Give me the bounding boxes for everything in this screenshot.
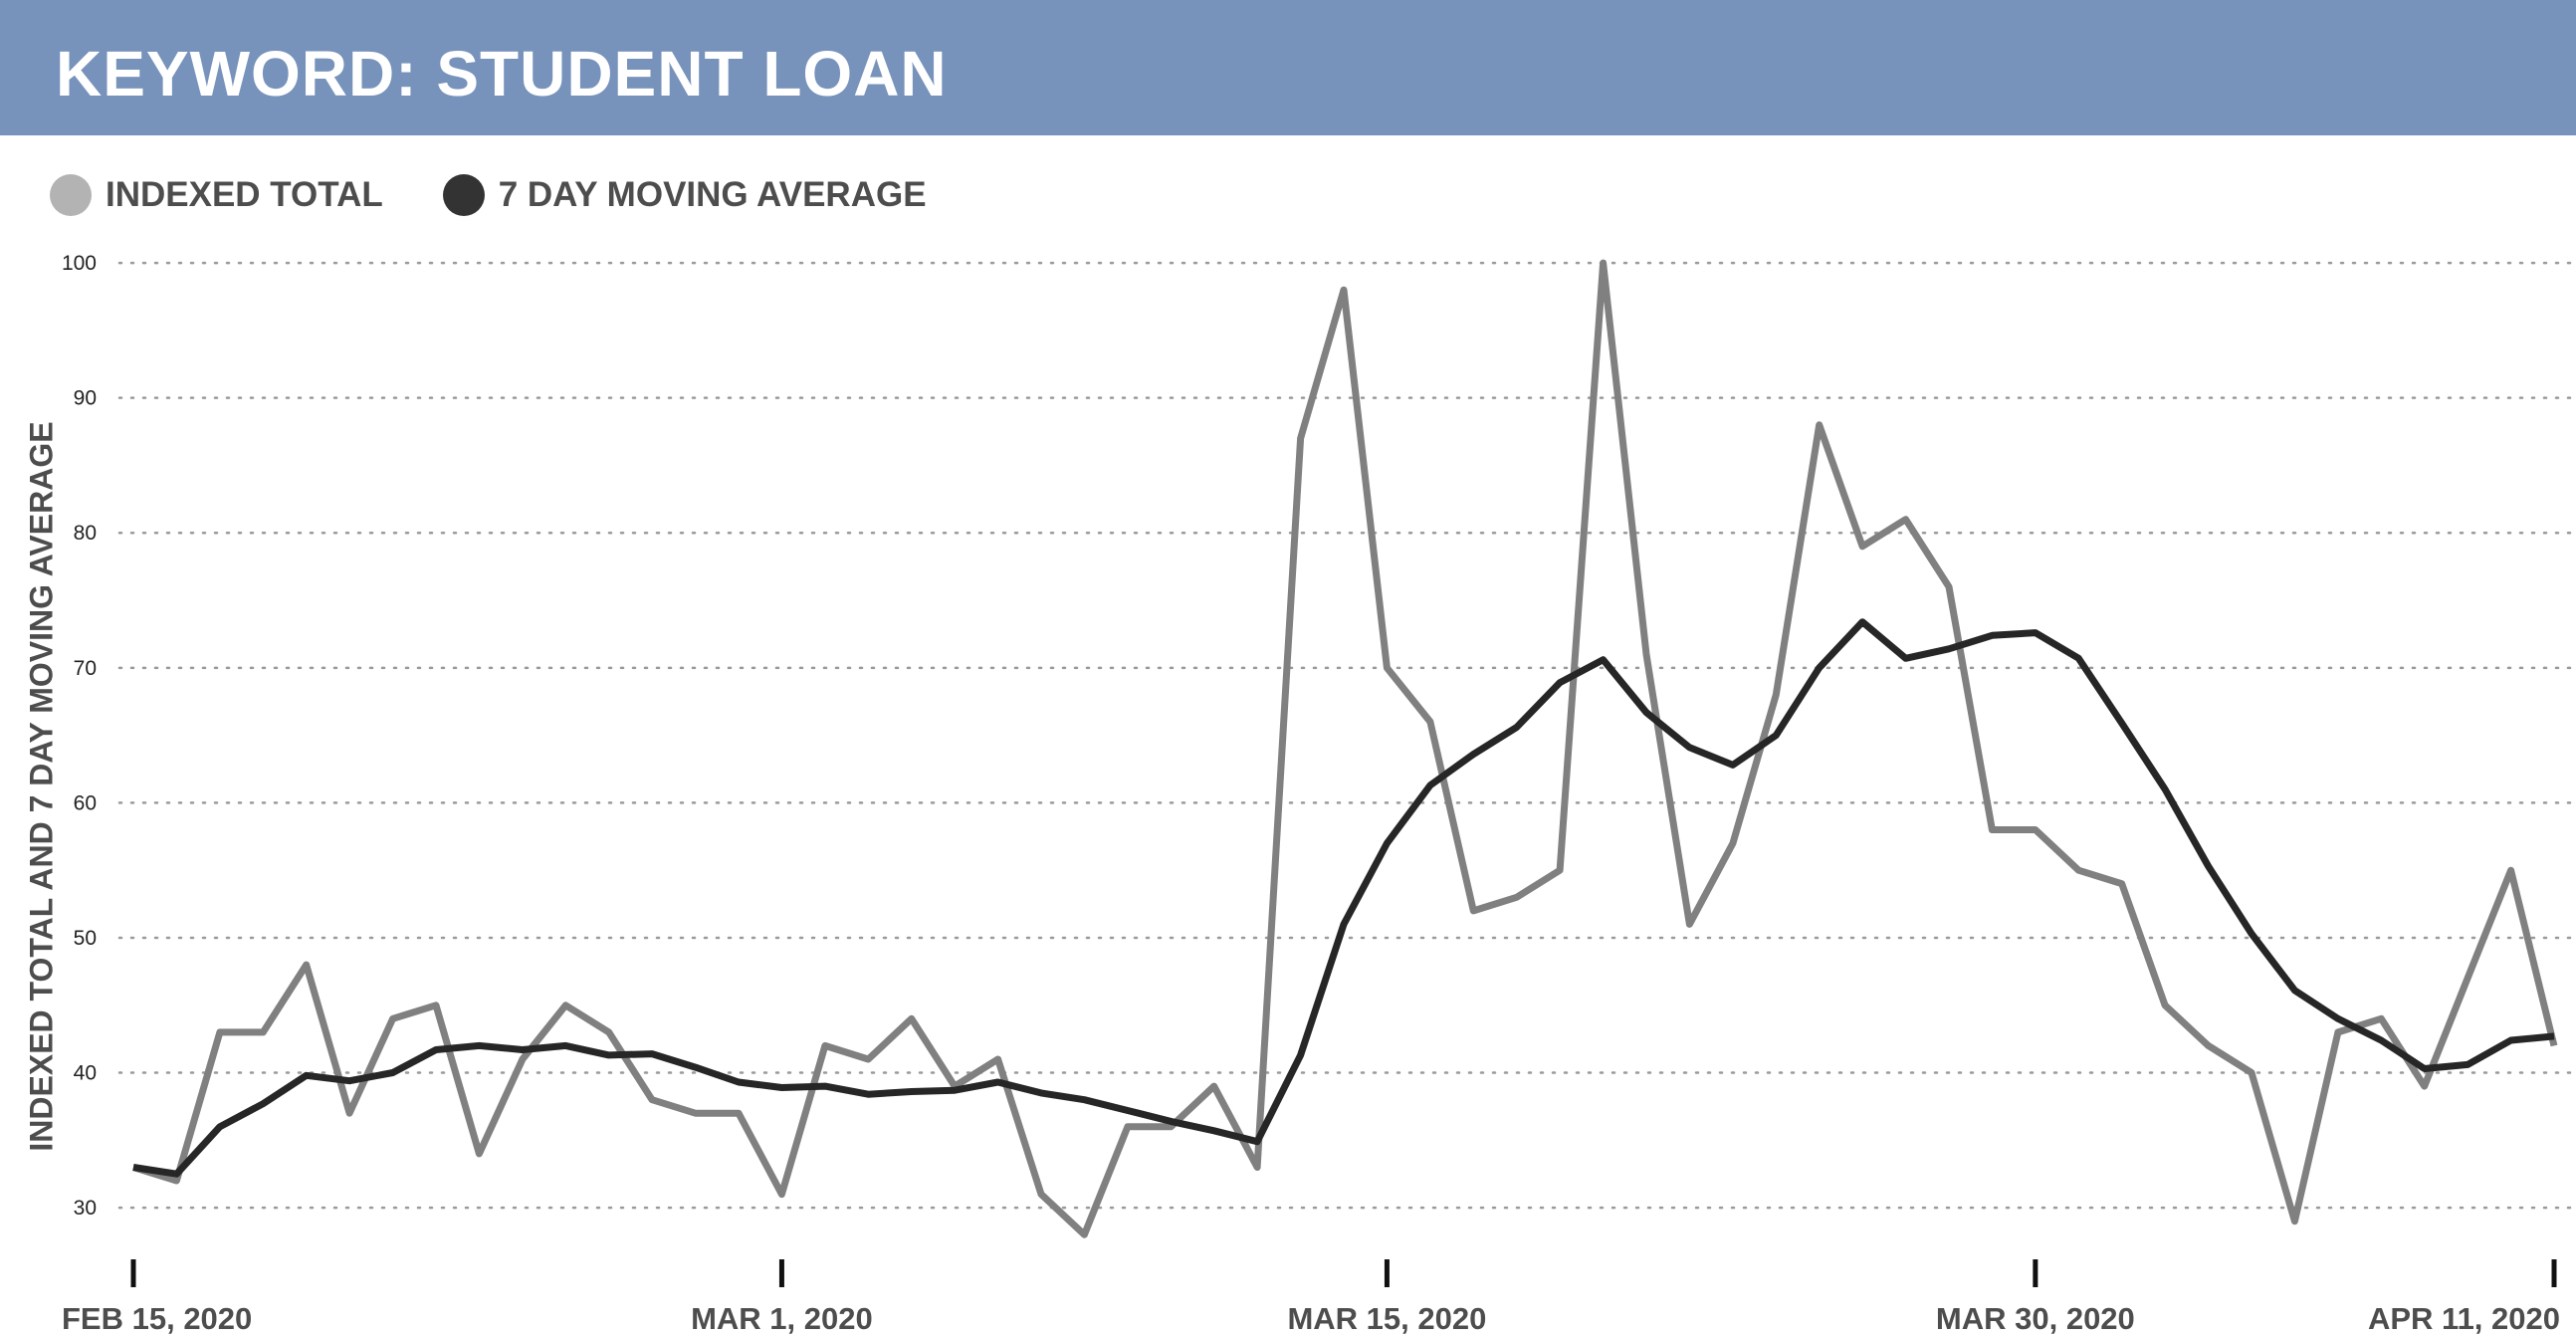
legend-label: 7 DAY MOVING AVERAGE xyxy=(498,175,927,214)
chart-title-banner: KEYWORD: STUDENT LOAN xyxy=(0,0,2576,135)
x-tick-label: FEB 15, 2020 xyxy=(62,1301,252,1336)
x-axis-ticks: FEB 15, 2020 MAR 1, 2020 MAR 15, 2020 MAR 3… xyxy=(62,1259,2560,1336)
moving-average-line xyxy=(132,618,2555,1178)
legend-item-moving-average: 7 DAY MOVING AVERAGE xyxy=(442,174,927,216)
legend-label: INDEXED TOTAL xyxy=(106,175,383,214)
x-tick-label: MAR 1, 2020 xyxy=(691,1301,873,1336)
x-tick-label: APR 11, 2020 xyxy=(2368,1301,2560,1336)
legend-item-indexed-total: INDEXED TOTAL xyxy=(50,174,383,216)
chart-title: KEYWORD: STUDENT LOAN xyxy=(56,38,948,110)
y-tick-label: 70 xyxy=(74,657,97,680)
x-tick-label: MAR 30, 2020 xyxy=(1936,1301,2135,1336)
indexed-total-line xyxy=(131,259,2558,1238)
y-tick-label: 40 xyxy=(74,1062,97,1085)
y-tick-label: 90 xyxy=(74,387,97,410)
circle-icon xyxy=(442,174,485,216)
y-tick-label: 100 xyxy=(62,252,97,275)
gridlines xyxy=(117,261,2576,1210)
y-tick-label: 80 xyxy=(74,522,97,545)
y-tick-label: 50 xyxy=(74,927,97,950)
y-tick-label: 60 xyxy=(74,791,97,814)
circle-icon xyxy=(50,174,92,216)
y-tick-label: 30 xyxy=(74,1197,97,1220)
x-tick-label: MAR 15, 2020 xyxy=(1287,1301,1486,1336)
legend: INDEXED TOTAL 7 DAY MOVING AVERAGE xyxy=(50,171,986,219)
y-axis-ticks: 100 90 80 70 60 50 40 30 xyxy=(62,252,97,1220)
